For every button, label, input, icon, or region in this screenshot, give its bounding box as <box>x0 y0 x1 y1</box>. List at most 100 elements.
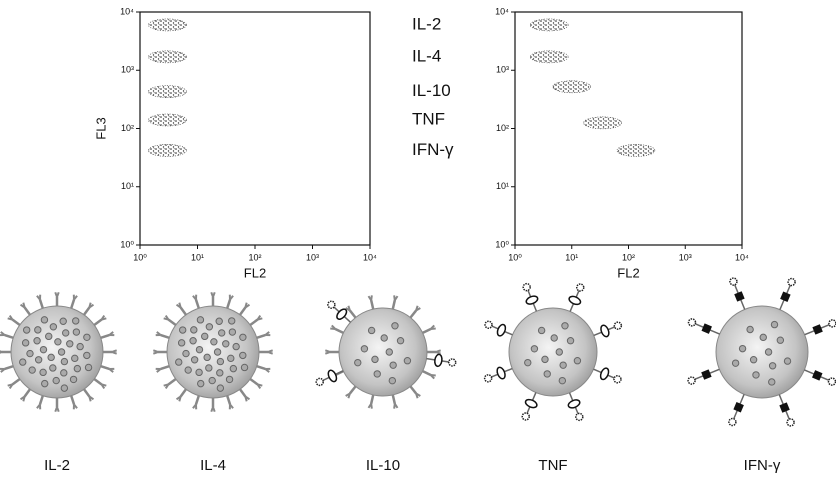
antibody <box>239 306 247 316</box>
antibody-arm <box>88 303 95 309</box>
cluster <box>552 80 592 94</box>
fluor <box>828 319 836 328</box>
antibody <box>83 306 91 316</box>
antibody-arm <box>0 331 6 336</box>
bead-dot <box>228 328 237 336</box>
fluor <box>522 282 531 292</box>
bead-dot <box>201 332 209 341</box>
bead-dot <box>380 334 388 342</box>
bead-dot <box>216 384 225 392</box>
bead-dot <box>555 348 563 356</box>
cluster <box>148 113 187 127</box>
cluster-label: IFN-γ <box>412 140 454 159</box>
antibody-arm <box>212 291 216 298</box>
tag <box>779 402 790 413</box>
x-tick-label: 10⁴ <box>735 252 749 262</box>
bead-dot <box>749 355 758 364</box>
bead-dot <box>76 342 84 351</box>
bead-dot <box>776 336 785 344</box>
tag <box>701 369 712 380</box>
cluster <box>616 144 656 157</box>
bead-body <box>508 307 598 397</box>
bead-dot <box>197 379 205 388</box>
antibody <box>409 385 418 395</box>
bead-dot <box>239 333 247 341</box>
antibody <box>38 299 44 309</box>
bead-dot <box>21 339 30 347</box>
cluster <box>583 116 622 130</box>
bead-dot <box>190 356 199 364</box>
bead-dot <box>227 354 235 363</box>
bead-dot <box>768 378 776 386</box>
bead-dot <box>216 369 224 377</box>
antibody-arm <box>347 305 351 311</box>
x-tick-label: 10² <box>248 252 261 262</box>
antibody <box>160 365 170 371</box>
cluster <box>148 18 187 32</box>
antibody <box>409 309 418 319</box>
y-tick-label: 10¹ <box>496 181 509 191</box>
bead-dot <box>208 376 216 385</box>
tag <box>568 295 582 306</box>
cluster-label: TNF <box>412 109 445 128</box>
antibody-arm <box>264 368 270 373</box>
bead-dot <box>57 348 66 356</box>
bead-label: IL-2 <box>44 457 70 474</box>
antibody <box>179 306 187 316</box>
bead-label: IL-10 <box>366 457 400 474</box>
bead-dot <box>60 369 68 377</box>
bead-dot <box>783 357 792 365</box>
tag <box>327 369 338 383</box>
bead-dot <box>738 344 747 353</box>
antibody-arm <box>430 374 435 380</box>
antibody <box>249 378 259 386</box>
bead-dot <box>391 322 399 330</box>
fluor <box>484 320 493 329</box>
y-tick-label: 10⁰ <box>120 239 134 249</box>
bead-dot <box>770 320 779 329</box>
bead-dot <box>216 357 225 366</box>
fluor <box>521 412 530 421</box>
antibody-arm <box>175 395 182 401</box>
bead-dot <box>731 359 740 367</box>
tag <box>336 308 348 320</box>
tag <box>812 324 823 335</box>
antibody-arm <box>0 350 3 353</box>
fluor <box>729 277 738 286</box>
y-axis-label: FL3 <box>93 117 108 139</box>
bead-dot <box>195 345 204 354</box>
bead-dot <box>45 332 53 341</box>
antibody <box>256 333 266 339</box>
x-tick-label: 10⁴ <box>363 252 377 262</box>
antibody <box>391 394 397 404</box>
bead-dot <box>752 371 760 379</box>
antibody <box>348 385 357 395</box>
bead-dot <box>182 349 190 358</box>
x-tick-label: 10¹ <box>191 252 204 262</box>
antibody <box>11 318 21 326</box>
plot-frame <box>139 11 371 246</box>
antibody <box>11 378 21 386</box>
bead-dot <box>190 326 198 334</box>
bead-body <box>166 305 260 399</box>
y-tick-label: 10² <box>496 123 509 133</box>
fluor <box>447 358 457 367</box>
antibody <box>226 299 232 309</box>
bead-dot <box>759 333 767 342</box>
antibody-arm <box>210 406 214 413</box>
bead-label: TNF <box>538 457 567 474</box>
y-tick-label: 10³ <box>496 65 509 75</box>
bead-dot <box>222 340 230 348</box>
bead-dot <box>530 345 539 353</box>
bead-dot <box>41 379 49 388</box>
bead-dot <box>178 326 187 334</box>
x-tick-label: 10³ <box>679 252 692 262</box>
fluor <box>327 300 336 309</box>
tag <box>733 402 744 413</box>
cluster-label: IL-2 <box>412 14 441 33</box>
bead-dot <box>175 358 183 366</box>
bead <box>483 282 623 422</box>
bead-dot <box>558 376 567 385</box>
bead-dot <box>66 340 74 348</box>
